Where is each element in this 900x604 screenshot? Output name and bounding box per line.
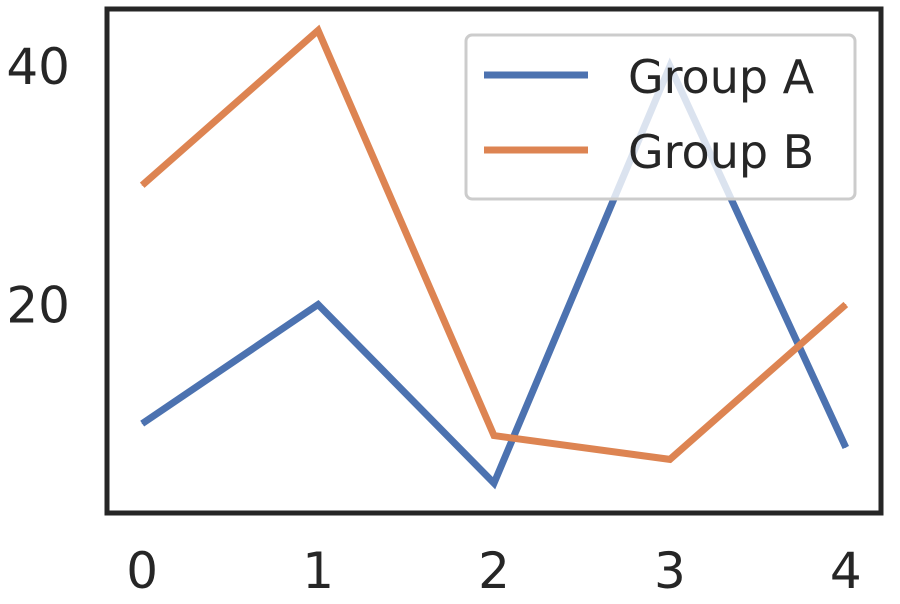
x-tick-label: 0 xyxy=(126,542,158,600)
data-point-group-b-3 xyxy=(669,458,671,460)
plot-frame xyxy=(104,6,884,516)
data-point-group-b-1 xyxy=(317,29,319,31)
data-point-group-a-2 xyxy=(493,482,495,484)
legend-label-group-a: Group A xyxy=(628,50,815,104)
legend: Group A Group B xyxy=(464,33,857,201)
data-point-group-b-4 xyxy=(845,304,847,305)
y-tick-label: 20 xyxy=(6,277,70,335)
x-tick-label: 3 xyxy=(654,542,686,600)
data-point-group-b-2 xyxy=(493,435,495,437)
y-tick-label: 40 xyxy=(6,38,70,96)
data-point-group-b-0 xyxy=(141,184,143,186)
x-tick-label: 4 xyxy=(830,542,862,600)
legend-label-group-b: Group B xyxy=(628,125,814,179)
x-tick-label: 1 xyxy=(302,542,334,600)
x-tick-labels: 0 1 2 3 4 xyxy=(126,542,861,600)
data-point-group-a-4 xyxy=(845,447,847,448)
data-point-group-a-1 xyxy=(317,304,319,305)
data-point-group-a-0 xyxy=(141,423,143,425)
x-tick-label: 2 xyxy=(478,542,510,600)
